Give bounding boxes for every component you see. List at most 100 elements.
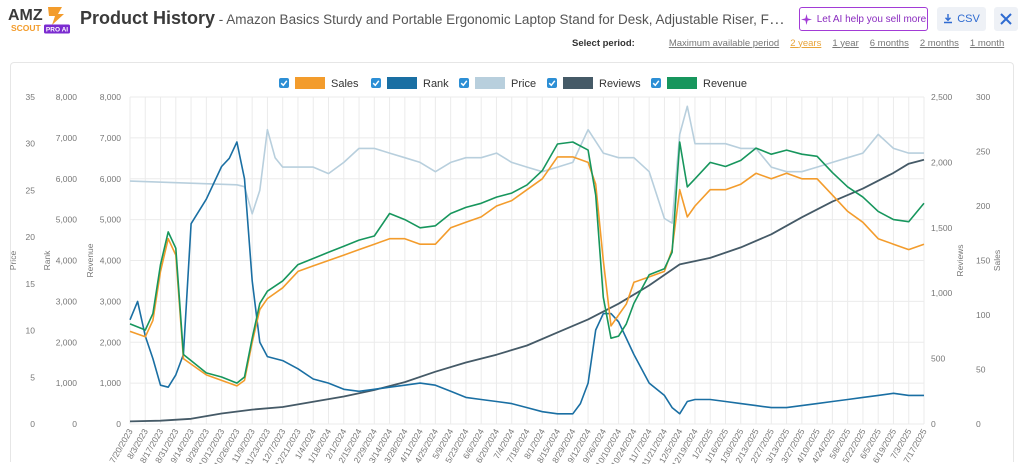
rank-series-line [129,141,924,415]
chart-frame [10,62,1014,462]
legend-swatch [563,77,593,89]
logo-subtext: SCOUT [11,23,42,33]
amzscout-logo[interactable]: AMZ SCOUT PRO AI [8,5,72,35]
price-axis-tick: 30 [26,139,36,149]
legend-checkbox[interactable] [279,78,289,88]
price-axis-tick: 25 [26,185,36,195]
rank-axis-tick: 2,000 [56,337,78,347]
rank-axis-tick: 7,000 [56,133,78,143]
rank-axis-tick: 3,000 [56,296,78,306]
reviews-axis-title: Reviews [955,244,965,276]
legend-label: Rank [423,78,449,90]
revenue-axis-tick: 1,000 [100,378,122,388]
rank-axis-tick: 6,000 [56,174,78,184]
price-axis-title: Price [8,251,18,271]
rank-axis-tick: 5,000 [56,215,78,225]
rank-axis-tick: 1,000 [56,378,78,388]
legend-swatch [295,77,325,89]
reviews-axis-tick: 2,000 [931,157,953,167]
sales-axis-tick: 50 [976,365,986,375]
period-selector: Select period: Maximum available period … [572,37,1015,49]
revenue-series-line [129,141,925,384]
sales-axis-tick: 0 [976,419,981,429]
period-option-max[interactable]: Maximum available period [668,37,780,49]
sales-axis-tick: 150 [976,256,990,266]
revenue-axis-tick: 0 [116,419,121,429]
sales-axis-title: Sales [992,250,1002,271]
legend-item-sales[interactable]: Sales [279,77,359,90]
sparkle-icon [800,13,812,25]
sales-axis-tick: 300 [976,92,990,102]
revenue-axis-tick: 3,000 [100,296,122,306]
y-axes: 0 5 10 15 20 25 30 35 Price 0 1,000 2,000 3,000 4,000… [8,92,1002,429]
sales-axis-tick: 100 [976,310,990,320]
period-option-2m[interactable]: 2 months [919,37,959,49]
legend-checkbox[interactable] [547,78,557,88]
header: AMZ SCOUT PRO AI Product History - Amazo… [0,0,1024,36]
rank-axis-tick: 8,000 [56,92,78,102]
reviews-axis-tick: 0 [931,419,936,429]
csv-label: CSV [957,13,980,25]
logo-badge-bg [44,24,70,34]
legend-swatch [387,77,417,89]
reviews-axis-tick: 2,500 [931,92,953,102]
logo-badge: PRO AI [46,27,68,34]
legend-item-revenue[interactable]: Revenue [651,77,747,90]
legend-label: Revenue [703,78,747,90]
checkmark-icon [460,80,468,87]
ai-help-label: Let AI help you sell more [816,13,927,25]
checkmark-icon [372,80,380,87]
rank-axis-title: Rank [42,250,52,271]
revenue-axis-tick: 2,000 [100,337,122,347]
sales-axis-tick: 200 [976,201,990,211]
reviews-series-line [129,158,925,423]
grid-lines [129,96,925,425]
close-button[interactable] [994,7,1018,31]
logo-text: AMZ [8,7,43,24]
checkmark-icon [548,80,556,87]
checkmark-icon [280,80,288,87]
checkmark-icon [652,80,660,87]
price-axis-tick: 15 [26,279,36,289]
price-series-line [129,105,924,224]
legend-checkbox[interactable] [651,78,661,88]
revenue-axis-title: Revenue [85,243,95,277]
reviews-axis-tick: 1,000 [931,288,953,298]
rank-axis-tick: 0 [72,419,77,429]
ai-help-button[interactable]: Let AI help you sell more [799,7,928,31]
revenue-axis-tick: 4,000 [100,256,122,266]
price-axis-tick: 5 [30,372,35,382]
legend-swatch [475,77,505,89]
legend-item-rank[interactable]: Rank [371,77,449,90]
period-option-1y[interactable]: 1 year [832,37,859,49]
legend-checkbox[interactable] [459,78,469,88]
period-option-6m[interactable]: 6 months [869,37,909,49]
price-axis-tick: 10 [26,326,36,336]
period-option-1m[interactable]: 1 month [969,37,1005,49]
legend-checkbox[interactable] [371,78,381,88]
price-axis-tick: 0 [30,419,35,429]
sales-series-line [129,156,925,387]
x-axis: 7/20/20238/3/20238/17/20238/31/20239/14/… [107,427,929,464]
legend-label: Reviews [599,78,641,90]
logo-arrow-icon [48,7,64,25]
close-icon [1000,13,1012,25]
period-option-2y[interactable]: 2 years [790,37,822,49]
legend-label: Price [511,78,536,90]
revenue-axis-tick: 8,000 [100,92,122,102]
reviews-axis-tick: 500 [931,354,945,364]
rank-axis-tick: 4,000 [56,256,78,266]
sales-axis-tick: 250 [976,147,990,157]
legend-item-reviews[interactable]: Reviews [547,77,641,90]
legend-swatch [667,77,697,89]
legend-label: Sales [331,78,359,90]
period-label: Select period: [572,37,635,49]
revenue-axis-tick: 5,000 [100,215,122,225]
revenue-axis-tick: 6,000 [100,174,122,184]
price-axis-tick: 20 [26,232,36,242]
legend-item-price[interactable]: Price [459,77,536,90]
csv-button[interactable]: CSV [937,7,986,31]
legend: Sales Rank Price Reviews Revenue [279,77,747,90]
reviews-axis-tick: 1,500 [931,223,953,233]
